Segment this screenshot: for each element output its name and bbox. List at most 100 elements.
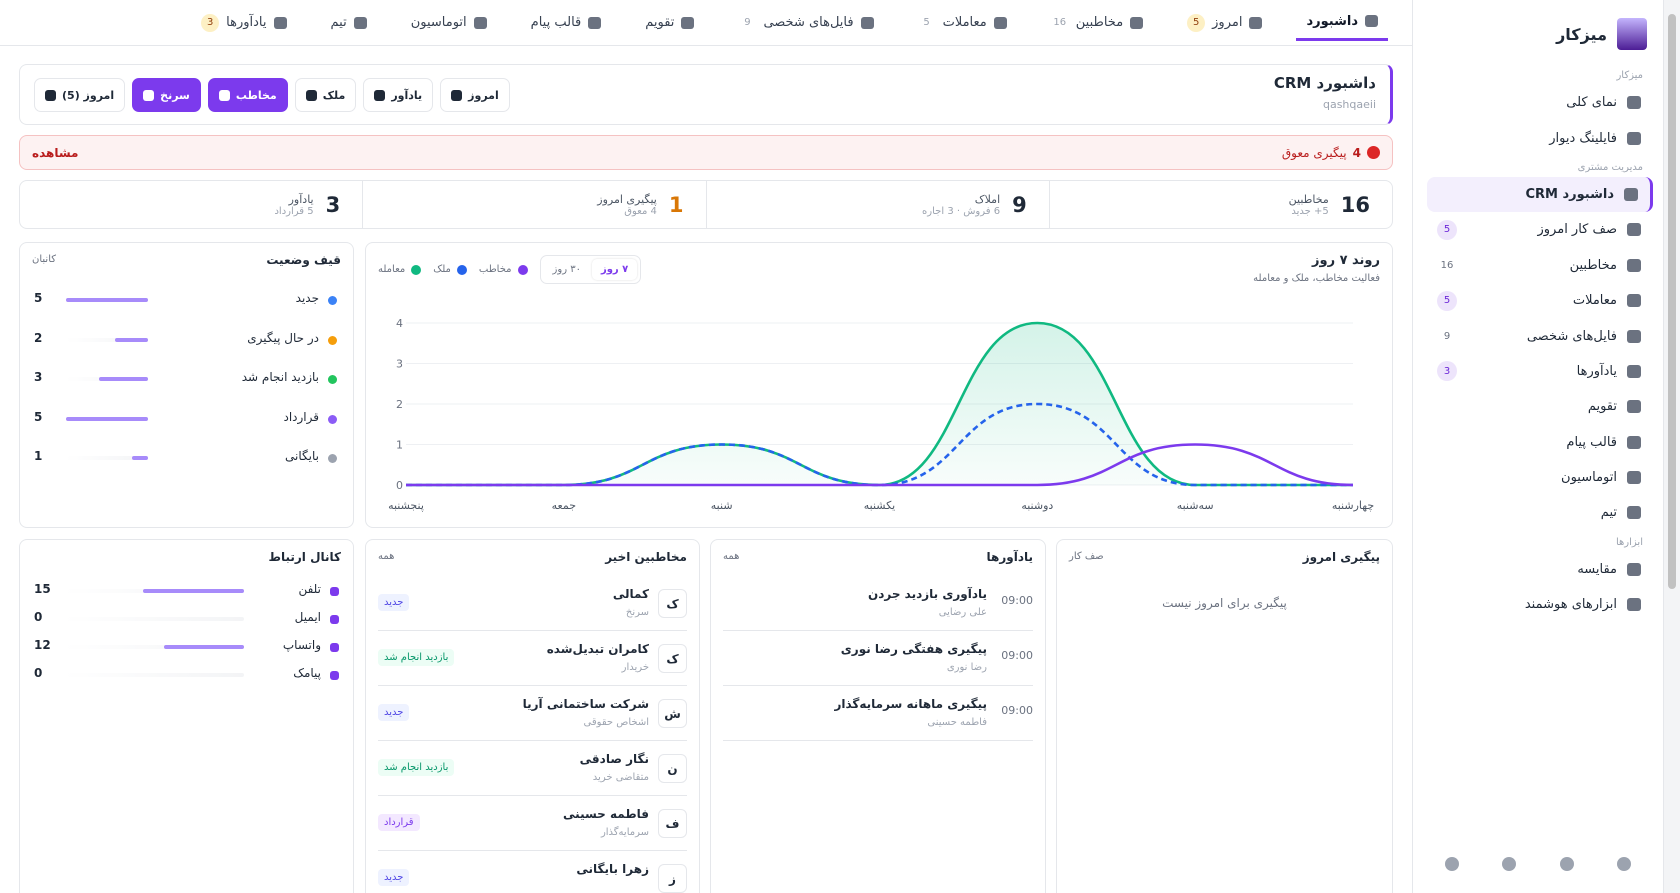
nav-item[interactable]: تقویم (1427, 389, 1653, 424)
reminder-person: علی رضایی (938, 607, 987, 618)
action-button[interactable]: مخاطب (207, 78, 288, 112)
funnel-row: بایگانی 1 (20, 446, 353, 470)
stats: 16 مخاطبین 5+ جدید 9 املاک 6 فروش · 3 اجاره 1 پ… (19, 180, 1393, 229)
nav-item[interactable]: ابزارهای هوشمند (1427, 587, 1653, 622)
range-option[interactable]: ۷ روز (591, 259, 638, 280)
action-button[interactable]: امروز (5) (34, 78, 126, 112)
channels-card: کانال ارتباط تلفن 15 ایمیل 0 واتساپ 12 پیامک 0 (19, 539, 354, 893)
stat-sub: 5+ جدید (1291, 205, 1329, 217)
button-label: سرنخ (160, 88, 190, 102)
nav-badge: 5 (1437, 290, 1457, 311)
theme-icon[interactable] (1502, 857, 1517, 871)
nav-item[interactable]: اتوماسیون (1427, 460, 1653, 495)
stat: 9 املاک 6 فروش · 3 اجاره (705, 181, 1049, 228)
nav-label: یادآورها (1576, 363, 1617, 379)
nav-icon (1627, 258, 1641, 272)
status-badge: جدید (378, 704, 410, 721)
nav-badge: 3 (1437, 361, 1457, 382)
nav-item[interactable]: قالب پیام (1427, 425, 1653, 460)
nav-item[interactable]: مقایسه (1427, 552, 1653, 587)
tab[interactable]: مخاطبین 16 (1041, 5, 1153, 41)
legend-swatch (456, 264, 467, 275)
funnel-row: در حال پیگیری 2 (20, 328, 353, 352)
contact-row: ش شرکت ساختمانی آریا اشخاص حقوقی جدید (378, 686, 687, 741)
action-button[interactable]: سرنخ (132, 78, 201, 112)
funnel-bar (131, 456, 148, 461)
nav-item[interactable]: صف کار امروز 5 (1427, 212, 1653, 247)
tab[interactable]: یادآورها 3 (191, 5, 296, 41)
nav-label: صف کار امروز (1537, 222, 1618, 238)
settings-icon[interactable] (1617, 857, 1632, 871)
reminder-person: فاطمه حسینی (927, 717, 987, 728)
nav-label: تیم (1600, 505, 1617, 521)
tab[interactable]: تیم (321, 5, 377, 41)
action-button[interactable]: ملک (294, 78, 357, 112)
nav-item[interactable]: داشبورد CRM (1427, 176, 1653, 213)
nav-section-title: مدیریت مشتری (1577, 161, 1643, 173)
channel-label: تلفن (298, 582, 321, 596)
tab[interactable]: اتوماسیون (401, 5, 497, 41)
stat: 16 مخاطبین 5+ جدید (1048, 181, 1392, 228)
scroll-thumb[interactable] (1668, 14, 1676, 589)
brand: میزکار (1413, 0, 1663, 64)
reminder-title: پیگیری ماهانه سرمایه‌گذار (834, 697, 987, 711)
button-icon (451, 89, 463, 101)
tab-badge: 5 (923, 17, 930, 28)
funnel-row: قرارداد 5 (20, 407, 353, 431)
status-dot (328, 414, 337, 424)
alert-action[interactable]: مشاهده (32, 145, 79, 160)
nav-label: مقایسه (1577, 561, 1617, 577)
nav-item[interactable]: تیم (1427, 495, 1653, 530)
nav-label: فایل‌های شخصی (1526, 328, 1617, 344)
tab[interactable]: معاملات 5 (908, 5, 1017, 41)
bar-track (63, 673, 244, 677)
stat-text: یادآور 5 قرارداد (274, 193, 313, 217)
channel-label: پیامک (293, 666, 321, 680)
x-tick-label: یکشنبه (864, 499, 896, 512)
legend-label: معامله (378, 264, 406, 275)
nav-badge: 5 (1437, 219, 1457, 240)
legend-swatch (411, 264, 422, 275)
tabs: داشبورد امروز 5 مخاطبین 16 معاملات 5 فایل‌های ش… (0, 0, 1412, 46)
nav-icon (1627, 131, 1641, 145)
action-button[interactable]: امروز (440, 78, 510, 112)
status-badge: قرارداد (378, 814, 420, 831)
funnel-label: جدید (295, 291, 319, 305)
chart-title: روند ۷ روز (1312, 253, 1380, 268)
funnel-value: 5 (34, 291, 43, 305)
tab[interactable]: امروز 5 (1177, 5, 1272, 41)
channel-icon (330, 615, 339, 624)
nav-item[interactable]: نمای کلی (1427, 85, 1653, 120)
contact-type: سرمایه‌گذار (600, 827, 649, 838)
actions: امروز (5) سرنخ مخاطب ملک یادآور امروز (34, 78, 510, 112)
range-option[interactable]: ۳۰ روز (552, 264, 581, 275)
nav-item[interactable]: فایلینگ دیوار (1427, 120, 1653, 155)
help-icon[interactable] (1559, 857, 1574, 871)
action-button[interactable]: یادآور (363, 78, 434, 112)
tab[interactable]: داشبورد (1296, 5, 1388, 41)
avatar: ش (658, 699, 687, 728)
card-link[interactable]: صف کار (1069, 551, 1104, 562)
nav-item[interactable]: مخاطبین 16 (1427, 248, 1653, 283)
nav-item[interactable]: فایل‌های شخصی 9 (1427, 318, 1653, 353)
nav-item[interactable]: یادآورها 3 (1427, 354, 1653, 389)
reminder-person: رضا نوری (946, 662, 987, 673)
channel-icon (330, 643, 339, 652)
stat-value: 3 (325, 192, 341, 217)
card-link[interactable]: کانبان (32, 254, 56, 265)
tab-label: تیم (330, 15, 347, 30)
card-link[interactable]: همه (378, 551, 395, 562)
collapse-icon[interactable] (1444, 857, 1459, 871)
legend-item: معامله (378, 264, 422, 275)
nav-item[interactable]: معاملات 5 (1427, 283, 1653, 318)
card-link[interactable]: همه (723, 551, 740, 562)
contact-type: اشخاص حقوقی (583, 717, 649, 728)
tab[interactable]: قالب پیام (521, 5, 612, 41)
y-tick-label: 4 (396, 317, 403, 330)
main: داشبورد امروز 5 مخاطبین 16 معاملات 5 فایل‌های ش… (0, 0, 1412, 893)
tab-label: اتوماسیون (410, 15, 467, 30)
status-badge: بازدید انجام شد (378, 759, 455, 776)
funnel-label: بایگانی (285, 449, 319, 464)
tab[interactable]: تقویم (635, 5, 704, 41)
tab[interactable]: فایل‌های شخصی 9 (728, 5, 883, 41)
